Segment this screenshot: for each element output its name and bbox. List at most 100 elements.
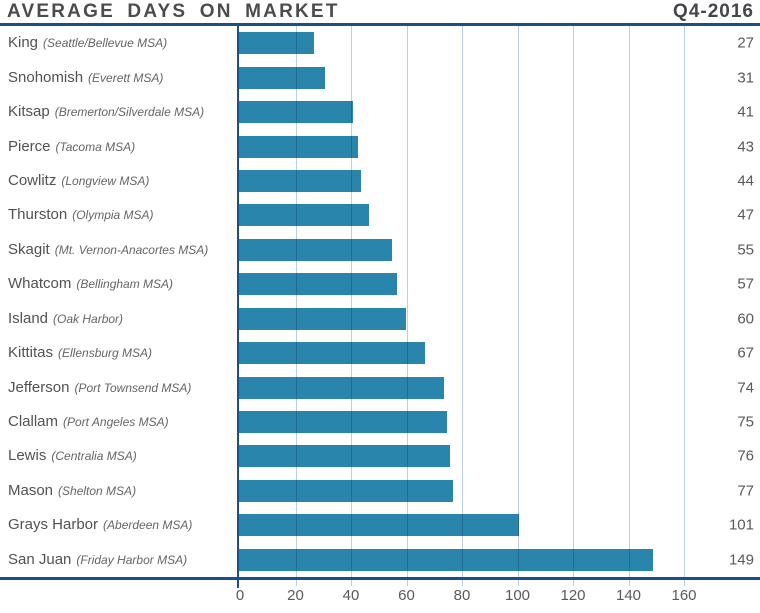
msa-label: (Bellingham MSA) [76, 277, 174, 292]
msa-label: (Mt. Vernon-Anacortes MSA) [54, 242, 209, 257]
bar [239, 32, 314, 55]
msa-label: (Bremerton/Silverdale MSA) [54, 105, 205, 120]
value-label: 44 [737, 172, 754, 190]
chart-row: Lewis (Centralia MSA) 76 [0, 439, 760, 473]
row-label: Jefferson (Port Townsend MSA) [8, 379, 191, 397]
y-axis-line [237, 26, 239, 577]
county-label: Kitsap [8, 103, 50, 121]
row-label: Kittitas (Ellensburg MSA) [8, 344, 152, 362]
bar [239, 479, 453, 502]
x-tick-label: 160 [671, 587, 697, 604]
bar [239, 376, 445, 399]
county-label: Kittitas [8, 344, 54, 362]
row-label: Lewis (Centralia MSA) [8, 447, 137, 465]
x-tick-label: 40 [342, 587, 360, 604]
county-label: San Juan [8, 550, 72, 568]
value-label: 101 [728, 516, 754, 534]
chart-rows: King (Seattle/Bellevue MSA) 27 Snohomish (Ev… [0, 26, 760, 577]
row-label: Island (Oak Harbor) [8, 310, 123, 328]
x-tick-mark [628, 580, 630, 586]
value-label: 75 [737, 413, 754, 431]
county-label: Whatcom [8, 275, 72, 293]
x-tick-label: 20 [287, 587, 304, 604]
msa-label: (Centralia MSA) [51, 449, 137, 464]
value-label: 55 [737, 241, 754, 259]
row-label: Pierce (Tacoma MSA) [8, 138, 135, 156]
x-tick-mark [684, 580, 685, 586]
value-label: 76 [737, 447, 754, 465]
chart-row: Cowlitz (Longview MSA) 44 [0, 164, 760, 198]
chart-row: Skagit (Mt. Vernon-Anacortes MSA) 55 [0, 233, 760, 267]
county-label: Clallam [8, 413, 59, 431]
chart-row: Jefferson (Port Townsend MSA) 74 [0, 370, 760, 404]
chart-row: Grays Harbor (Aberdeen MSA) 101 [0, 508, 760, 542]
x-tick-label: 80 [453, 587, 471, 604]
row-label: Kitsap (Bremerton/Silverdale MSA) [8, 103, 204, 121]
value-label: 47 [737, 206, 754, 224]
row-label: San Juan (Friday Harbor MSA) [8, 551, 187, 569]
header-rule [0, 23, 760, 26]
x-tick-mark [462, 580, 463, 586]
county-label: Pierce [8, 137, 51, 155]
bar [239, 238, 392, 261]
chart-row: Clallam (Port Angeles MSA) 75 [0, 405, 760, 439]
msa-label: (Olympia MSA) [72, 208, 154, 223]
county-label: Mason [8, 481, 54, 499]
x-axis: 0 20 40 60 80 100 120 140 160 [0, 577, 760, 613]
chart-row: Thurston (Olympia MSA) 47 [0, 198, 760, 232]
x-tick-mark [295, 580, 297, 586]
county-label: Grays Harbor [8, 516, 99, 534]
value-label: 31 [737, 69, 754, 87]
bar [239, 135, 359, 158]
county-label: Lewis [8, 447, 47, 465]
bar [239, 273, 398, 296]
msa-label: (Longview MSA) [61, 173, 150, 188]
x-tick-label: 60 [398, 587, 415, 604]
row-label: Grays Harbor (Aberdeen MSA) [8, 516, 192, 534]
chart-title: AVERAGE DAYS ON MARKET [7, 1, 340, 22]
x-tick-mark [517, 580, 519, 586]
msa-label: (Seattle/Bellevue MSA) [43, 36, 168, 51]
row-label: Thurston (Olympia MSA) [8, 206, 154, 224]
x-tick-label: 140 [615, 587, 642, 604]
chart-row: Whatcom (Bellingham MSA) 57 [0, 267, 760, 301]
chart-row: Mason (Shelton MSA) 77 [0, 474, 760, 508]
chart-row: Pierce (Tacoma MSA) 43 [0, 129, 760, 163]
county-label: Cowlitz [8, 171, 57, 189]
msa-label: (Everett MSA) [88, 70, 164, 85]
chart-row: San Juan (Friday Harbor MSA) 149 [0, 543, 760, 577]
row-label: Clallam (Port Angeles MSA) [8, 413, 169, 431]
chart-header: AVERAGE DAYS ON MARKET Q4-2016 [0, 0, 760, 23]
row-label: Skagit (Mt. Vernon-Anacortes MSA) [8, 241, 208, 259]
row-label: Cowlitz (Longview MSA) [8, 172, 149, 190]
msa-label: (Oak Harbor) [53, 311, 124, 326]
county-label: Skagit [8, 240, 50, 258]
msa-label: (Port Townsend MSA) [74, 380, 192, 395]
value-label: 43 [737, 138, 754, 156]
x-tick-mark [237, 580, 239, 588]
chart-row: Snohomish (Everett MSA) 31 [0, 60, 760, 94]
row-label: Whatcom (Bellingham MSA) [8, 275, 173, 293]
row-label: King (Seattle/Bellevue MSA) [8, 34, 167, 52]
msa-label: (Ellensburg MSA) [58, 346, 153, 361]
plot-area: King (Seattle/Bellevue MSA) 27 Snohomish (Ev… [0, 26, 760, 577]
x-tick-mark [406, 580, 408, 586]
value-label: 60 [737, 310, 754, 328]
value-label: 57 [737, 275, 754, 293]
county-label: Island [8, 309, 49, 327]
chart-row: King (Seattle/Bellevue MSA) 27 [0, 26, 760, 60]
value-label: 67 [737, 344, 754, 362]
bar [239, 445, 450, 468]
bar [239, 342, 425, 365]
county-label: Jefferson [8, 378, 70, 396]
value-label: 41 [737, 103, 754, 121]
msa-label: (Shelton MSA) [58, 483, 137, 498]
x-tick-label: 120 [560, 587, 586, 604]
x-tick-mark [351, 580, 352, 586]
county-label: King [8, 34, 39, 52]
chart-row: Kitsap (Bremerton/Silverdale MSA) 41 [0, 95, 760, 129]
msa-label: (Aberdeen MSA) [103, 518, 193, 533]
bar [239, 514, 520, 537]
county-label: Snohomish [8, 68, 84, 86]
bar [239, 307, 406, 330]
